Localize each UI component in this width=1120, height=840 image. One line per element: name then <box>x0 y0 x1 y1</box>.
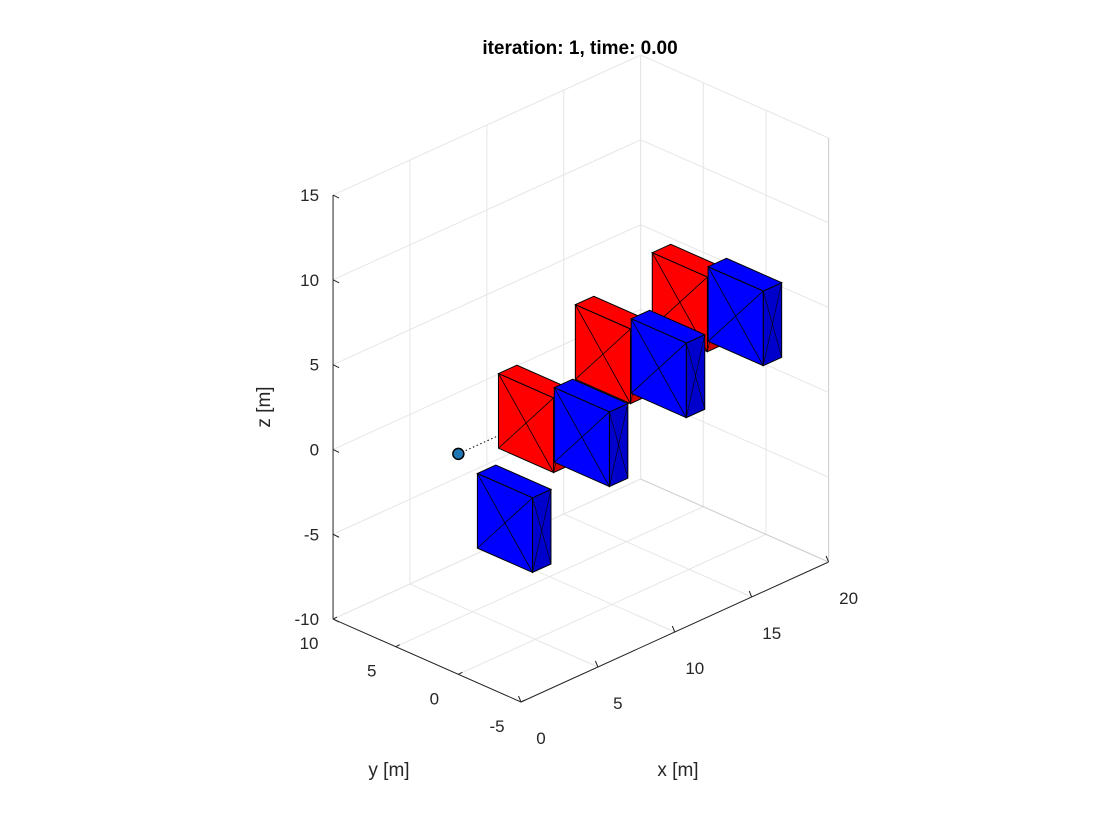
y-tick <box>332 616 338 620</box>
y-tick <box>458 671 463 675</box>
grid-line <box>640 54 829 139</box>
vehicle-marker <box>452 447 465 461</box>
gate-diagonal <box>575 328 631 380</box>
gate-diagonal <box>477 497 533 549</box>
z-tick <box>332 194 340 199</box>
gate-diagonal <box>762 290 782 358</box>
gate-diagonal <box>609 411 629 479</box>
z-tick-label: -10 <box>294 610 319 629</box>
y-tick <box>395 644 400 648</box>
z-tick <box>332 279 340 284</box>
z-tick-label: 15 <box>300 186 319 205</box>
y-tick-label: -5 <box>489 717 504 736</box>
z-tick-label: 10 <box>300 271 319 290</box>
grid-line <box>332 224 641 366</box>
grid-line <box>395 506 704 648</box>
grid-line <box>563 513 752 598</box>
gate-diagonal <box>707 290 764 342</box>
z-tick <box>332 618 340 623</box>
gate-diagonal <box>554 411 610 463</box>
gate-blue <box>706 257 783 367</box>
x-tick <box>825 555 830 563</box>
x-tick-label: 5 <box>613 694 622 713</box>
x-tick-label: 20 <box>839 589 858 608</box>
gate-blue <box>553 378 630 488</box>
gate-diagonal <box>532 497 552 565</box>
gate-blue <box>476 464 553 574</box>
gate-blue <box>629 309 706 419</box>
x-tick <box>748 590 753 598</box>
z-tick-label: 5 <box>310 356 319 375</box>
z-tick <box>332 533 340 538</box>
y-tick-label: 10 <box>300 634 319 653</box>
y-tick-label: 5 <box>367 662 376 681</box>
x-axis-label: x [m] <box>657 760 698 781</box>
z-tick-label: 0 <box>310 440 319 459</box>
grid-line <box>409 583 599 668</box>
chart-title: iteration: 1, time: 0.00 <box>482 38 677 59</box>
x-tick-label: 0 <box>536 729 545 748</box>
x-tick <box>518 695 522 703</box>
x-tick <box>594 660 599 668</box>
box-edge <box>640 478 829 563</box>
gate-diagonal <box>686 342 706 410</box>
y-axis-line <box>332 618 522 703</box>
z-tick <box>332 364 340 369</box>
y-axis-label: y [m] <box>368 760 409 781</box>
gate-diagonal <box>498 397 554 449</box>
x-tick-label: 15 <box>762 624 781 643</box>
gate-diagonal <box>630 342 687 394</box>
z-tick <box>332 449 340 453</box>
y-tick-label: 0 <box>430 689 439 708</box>
grid-line <box>458 533 767 675</box>
z-axis-label: z [m] <box>254 386 275 427</box>
gates <box>452 243 783 574</box>
axes-box <box>332 138 830 703</box>
grid-line <box>640 139 829 224</box>
x-tick <box>671 625 676 633</box>
grid-line <box>332 54 641 196</box>
tick-labels: 0 5 10 15 20 -5 0 5 10 -10 -5 0 5 10 15 <box>294 186 858 748</box>
x-tick-label: 10 <box>685 659 704 678</box>
y-tick <box>520 699 526 703</box>
z-tick-label: -5 <box>304 525 319 544</box>
grid-line <box>332 139 641 281</box>
